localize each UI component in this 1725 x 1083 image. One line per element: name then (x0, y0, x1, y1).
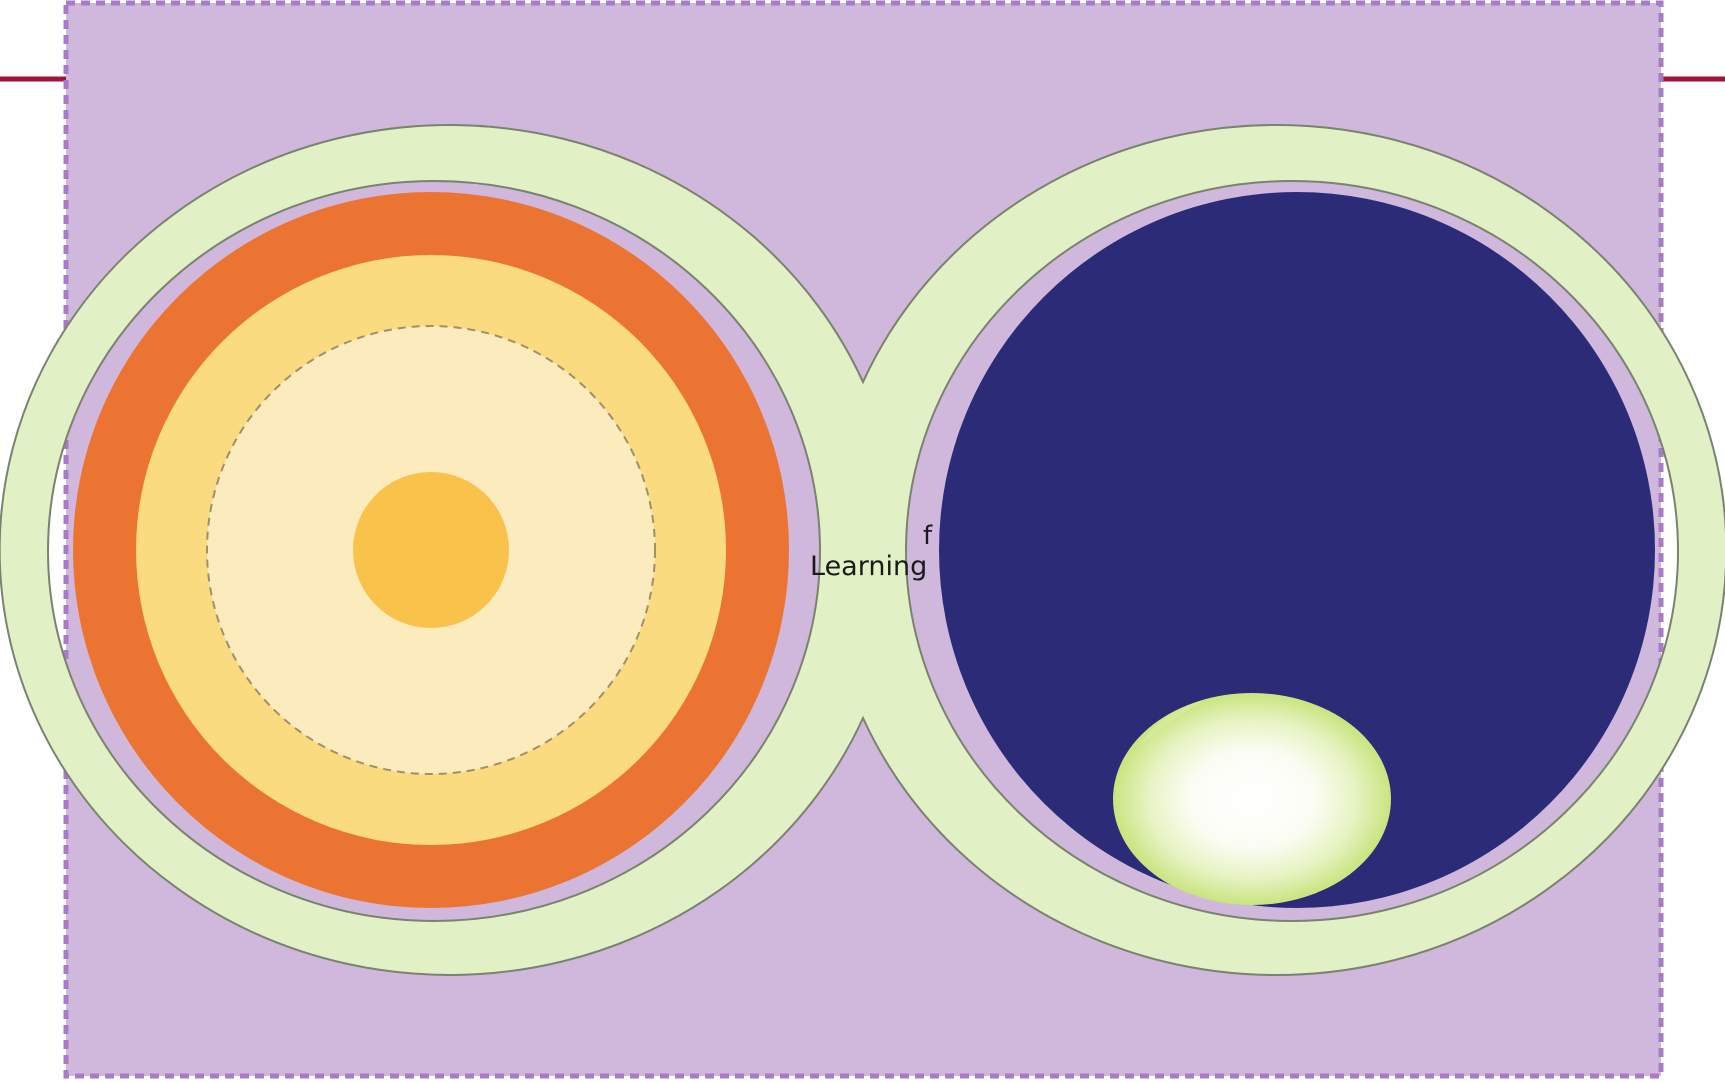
right-circle-group (939, 192, 1655, 908)
right-glow-highlight (1113, 693, 1391, 905)
center-label: Learning (810, 551, 927, 582)
center-label-superscript: f (923, 521, 933, 551)
left-core-circle (353, 472, 509, 628)
left-circle-group (73, 192, 789, 908)
figure-eight-ring (0, 124, 1725, 976)
right-dark-circle (939, 192, 1655, 908)
